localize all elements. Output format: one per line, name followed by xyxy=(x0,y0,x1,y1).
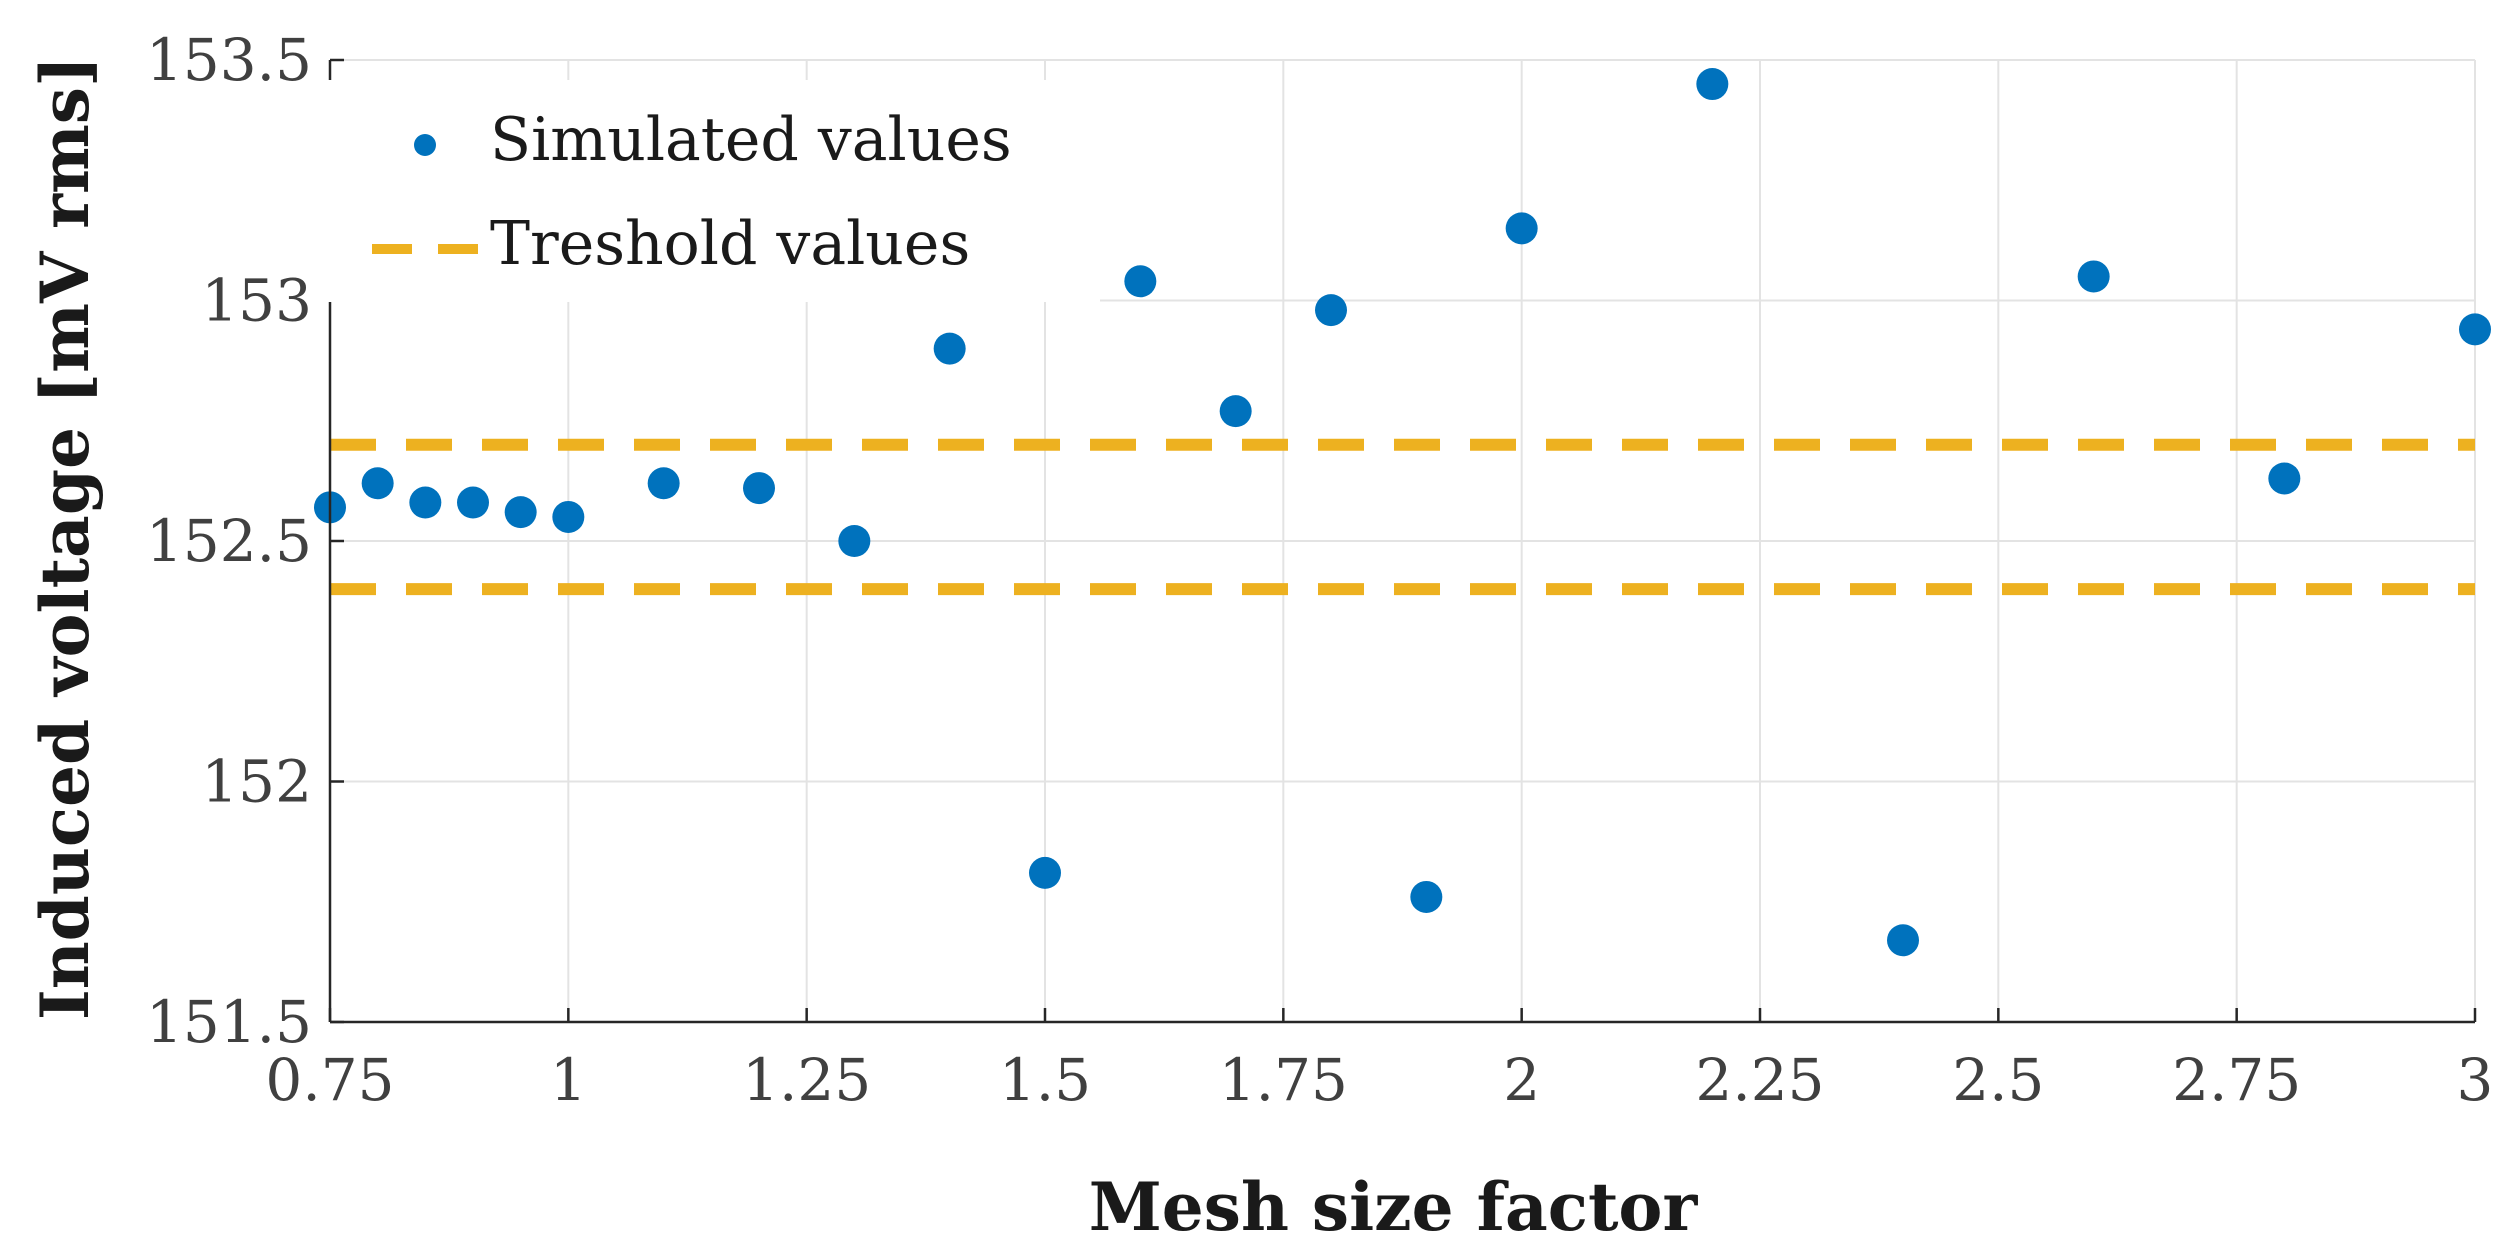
x-tick-label: 2.25 xyxy=(1695,1046,1824,1114)
data-points xyxy=(314,68,2491,957)
data-point xyxy=(2077,260,2110,293)
y-tick-labels: 151.5 152 152.5 153 153.5 xyxy=(146,26,312,1056)
y-axis-title: Induced voltage [mV rms] xyxy=(26,56,104,1020)
x-axis-title: Mesh size factor xyxy=(1089,1168,1699,1246)
y-tick-label: 151.5 xyxy=(146,988,312,1056)
data-point xyxy=(743,472,775,505)
x-tick-label: 2.5 xyxy=(1952,1046,2044,1114)
x-tick-label: 3 xyxy=(2457,1046,2494,1114)
data-point xyxy=(2268,462,2301,495)
data-point xyxy=(1505,212,1538,245)
legend-box xyxy=(320,80,1100,302)
x-tick-label: 0.75 xyxy=(265,1046,394,1114)
data-point xyxy=(361,467,394,500)
y-tick-label: 153 xyxy=(201,267,312,335)
y-tick-label: 153.5 xyxy=(146,26,312,94)
data-point xyxy=(457,486,489,519)
legend-label-threshold: Treshold values xyxy=(490,209,970,279)
data-point xyxy=(1029,856,1061,889)
x-tick-labels: 0.75 1 1.25 1.5 1.75 2 2.25 2.5 2.75 3 xyxy=(265,1046,2493,1114)
data-point xyxy=(1124,265,1157,298)
data-point xyxy=(838,525,871,557)
data-point xyxy=(1887,924,1919,957)
y-tick-label: 152.5 xyxy=(146,507,312,575)
y-tick-label: 152 xyxy=(201,748,312,816)
data-point xyxy=(1410,880,1443,913)
data-point xyxy=(409,486,442,519)
x-tick-label: 1 xyxy=(550,1046,587,1114)
data-point xyxy=(1696,68,1729,101)
legend-marker-simulated xyxy=(414,134,436,156)
x-tick-label: 2.75 xyxy=(2172,1046,2301,1114)
data-point xyxy=(1315,294,1347,327)
x-tick-label: 1.75 xyxy=(1219,1046,1348,1114)
legend-label-simulated: Simulated values xyxy=(490,105,1012,175)
threshold-lines xyxy=(330,438,2475,596)
data-point xyxy=(2459,313,2491,346)
data-point xyxy=(504,496,537,529)
data-point xyxy=(933,332,966,365)
x-tick-label: 2 xyxy=(1503,1046,1540,1114)
data-point xyxy=(647,467,680,500)
data-point xyxy=(552,500,585,533)
x-tick-label: 1.5 xyxy=(999,1046,1091,1114)
x-tick-label: 1.25 xyxy=(742,1046,871,1114)
data-point xyxy=(1219,395,1252,428)
